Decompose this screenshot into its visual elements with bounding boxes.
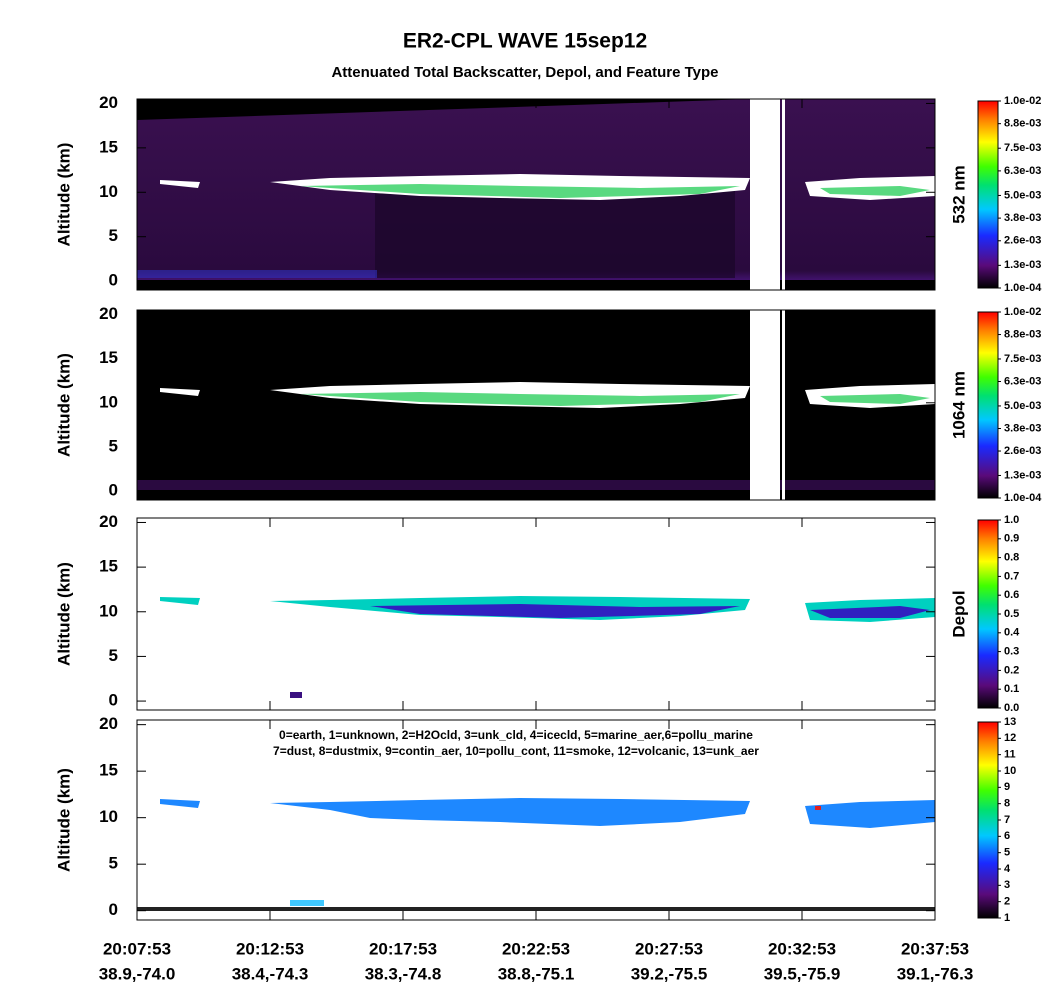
y-tick-label: 0: [109, 691, 118, 710]
x-tick-sublabel: 39.1,-76.3: [897, 964, 974, 983]
colorbar-tick-label: 2.6e-03: [1004, 445, 1041, 457]
y-axis-label: Altitude (km): [54, 353, 73, 457]
y-tick-label: 5: [109, 436, 118, 455]
colorbar-tick-label: 1.0e-04: [1004, 492, 1042, 504]
y-tick-label: 5: [109, 646, 118, 665]
colorbar: [977, 100, 999, 289]
colorbar-tick-label: 13: [1004, 716, 1016, 728]
colorbar-tick-label: 1.3e-03: [1004, 469, 1041, 481]
colorbar-tick-label: 1.0e-04: [1004, 282, 1042, 294]
colorbar-tick-label: 0.2: [1004, 664, 1019, 676]
colorbar-tick-label: 0.0: [1004, 702, 1019, 714]
y-axis-label: Altitude (km): [54, 768, 73, 872]
y-tick-label: 5: [109, 226, 118, 245]
x-tick-sublabel: 39.5,-75.9: [764, 964, 841, 983]
colorbar-tick-label: 3.8e-03: [1004, 422, 1041, 434]
colorbar-tick-label: 1.0e-02: [1004, 306, 1041, 318]
colorbar-tick-label: 0.7: [1004, 570, 1019, 582]
curtain-1064: [137, 310, 935, 500]
colorbar-tick-label: 0.4: [1004, 627, 1020, 639]
y-tick-label: 15: [99, 557, 118, 576]
colorbar-tick-label: 12: [1004, 732, 1016, 744]
colorbar-tick-label: 7.5e-03: [1004, 142, 1041, 154]
x-tick-label: 20:07:53: [103, 939, 171, 958]
colorbar-tick-label: 5: [1004, 847, 1010, 859]
x-tick-label: 20:27:53: [635, 939, 703, 958]
colorbar-tick-label: 9: [1004, 781, 1010, 793]
subtitle: Attenuated Total Backscatter, Depol, and…: [331, 64, 718, 81]
colorbar: [977, 519, 999, 709]
colorbar-tick-label: 6.3e-03: [1004, 375, 1041, 387]
x-tick-label: 20:37:53: [901, 939, 969, 958]
colorbar: [977, 311, 999, 499]
title: ER2-CPL WAVE 15sep12: [403, 30, 647, 53]
x-tick-label: 20:17:53: [369, 939, 437, 958]
y-axis-label: Altitude (km): [54, 143, 73, 247]
y-tick-label: 10: [99, 601, 118, 620]
colorbar-tick-label: 2: [1004, 896, 1010, 908]
colorbar-title: 1064 nm: [949, 371, 968, 439]
colorbar-tick-label: 6.3e-03: [1004, 165, 1041, 177]
colorbar-tick-label: 0.9: [1004, 533, 1019, 545]
colorbar-tick-label: 7.5e-03: [1004, 353, 1041, 365]
colorbar-tick-label: 1: [1004, 912, 1010, 924]
x-tick-sublabel: 38.8,-75.1: [498, 964, 575, 983]
y-tick-label: 20: [99, 304, 118, 323]
y-tick-label: 10: [99, 182, 118, 201]
colorbar-tick-label: 8.8e-03: [1004, 328, 1041, 340]
y-tick-label: 15: [99, 348, 118, 367]
y-tick-label: 20: [99, 512, 118, 531]
y-tick-label: 0: [109, 481, 118, 500]
curtain-532: [137, 99, 935, 290]
x-tick-label: 20:22:53: [502, 939, 570, 958]
colorbar-tick-label: 0.1: [1004, 683, 1019, 695]
colorbar-tick-label: 5.0e-03: [1004, 189, 1041, 201]
colorbar-tick-label: 1.0e-02: [1004, 95, 1041, 107]
x-tick-sublabel: 38.9,-74.0: [99, 964, 176, 983]
colorbar-tick-label: 0.8: [1004, 552, 1019, 564]
curtain-depol: [160, 596, 935, 698]
x-tick-sublabel: 38.3,-74.8: [365, 964, 442, 983]
colorbar-title: 532 nm: [949, 165, 968, 224]
y-tick-label: 10: [99, 392, 118, 411]
colorbar-tick-label: 3.8e-03: [1004, 212, 1041, 224]
colorbar-tick-label: 6: [1004, 830, 1010, 842]
colorbar-tick-label: 8.8e-03: [1004, 118, 1041, 130]
y-tick-label: 10: [99, 807, 118, 826]
y-tick-label: 0: [109, 271, 118, 290]
x-tick-sublabel: 39.2,-75.5: [631, 964, 708, 983]
colorbar-tick-label: 5.0e-03: [1004, 400, 1041, 412]
colorbar-tick-label: 3: [1004, 879, 1010, 891]
colorbar-tick-label: 11: [1004, 749, 1016, 761]
colorbar-tick-label: 0.3: [1004, 646, 1019, 658]
x-tick-sublabel: 38.4,-74.3: [232, 964, 309, 983]
colorbar-tick-label: 2.6e-03: [1004, 235, 1041, 247]
colorbar-title: Depol: [949, 590, 968, 637]
y-tick-label: 20: [99, 93, 118, 112]
y-tick-label: 5: [109, 854, 118, 873]
colorbar-tick-label: 1.0: [1004, 514, 1019, 526]
y-tick-label: 20: [99, 714, 118, 733]
colorbar-tick-label: 7: [1004, 814, 1010, 826]
x-tick-label: 20:12:53: [236, 939, 304, 958]
colorbar-tick-label: 1.3e-03: [1004, 259, 1041, 271]
x-tick-label: 20:32:53: [768, 939, 836, 958]
colorbar-tick-label: 0.6: [1004, 589, 1019, 601]
y-tick-label: 15: [99, 761, 118, 780]
annotation: 7=dust, 8=dustmix, 9=contin_aer, 10=poll…: [273, 744, 759, 758]
colorbar: [977, 721, 999, 919]
colorbar-tick-label: 8: [1004, 798, 1010, 810]
y-tick-label: 15: [99, 137, 118, 156]
annotation: 0=earth, 1=unknown, 2=H2Ocld, 3=unk_cld,…: [279, 728, 753, 742]
y-tick-label: 0: [109, 900, 118, 919]
colorbar-tick-label: 4: [1004, 863, 1011, 875]
y-axis-label: Altitude (km): [54, 562, 73, 666]
curtain-feature: [137, 798, 935, 911]
colorbar-tick-label: 10: [1004, 765, 1016, 777]
colorbar-tick-label: 0.5: [1004, 608, 1019, 620]
